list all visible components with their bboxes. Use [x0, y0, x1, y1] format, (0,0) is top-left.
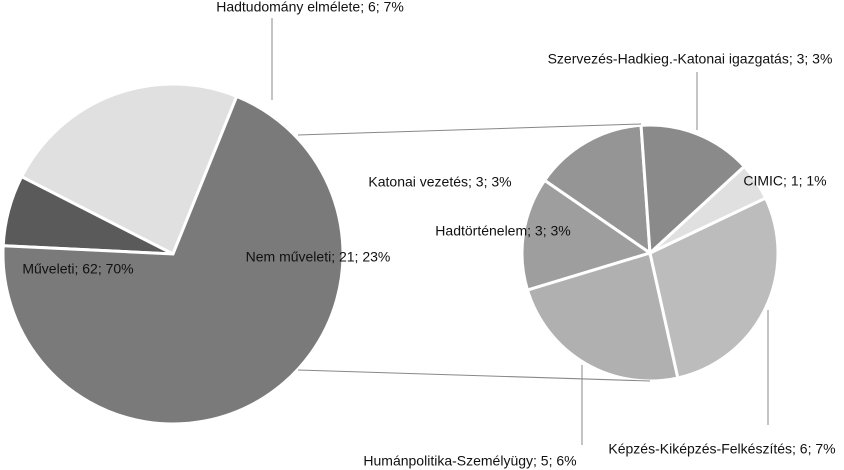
pie-slice	[1, 94, 345, 426]
data-label: Képzés-Kiképzés-Felkészítés; 6; 7%	[608, 441, 835, 457]
data-label: Humánpolitika-Személyügy; 5; 6%	[363, 453, 576, 469]
data-label: Hadtörténelem; 3; 3%	[435, 223, 570, 239]
connector-line	[297, 369, 651, 382]
pie-slice	[648, 196, 780, 380]
data-label: Hadtudomány elmélete; 6; 7%	[216, 0, 404, 15]
data-label: Katonai vezetés; 3; 3%	[368, 174, 511, 190]
data-label: Szervezés-Hadkieg.-Katonai igazgatás; 3;…	[548, 51, 833, 67]
pie-slice	[542, 123, 652, 257]
pie-slice	[525, 251, 680, 383]
pie-slice	[639, 123, 747, 257]
pie-slice	[19, 82, 239, 257]
data-label: Műveleti; 62; 70%	[22, 261, 133, 277]
data-label: Nem műveleti; 21; 23%	[246, 249, 391, 265]
data-label: CIMIC; 1; 1%	[743, 173, 826, 189]
connector-line	[297, 123, 642, 136]
